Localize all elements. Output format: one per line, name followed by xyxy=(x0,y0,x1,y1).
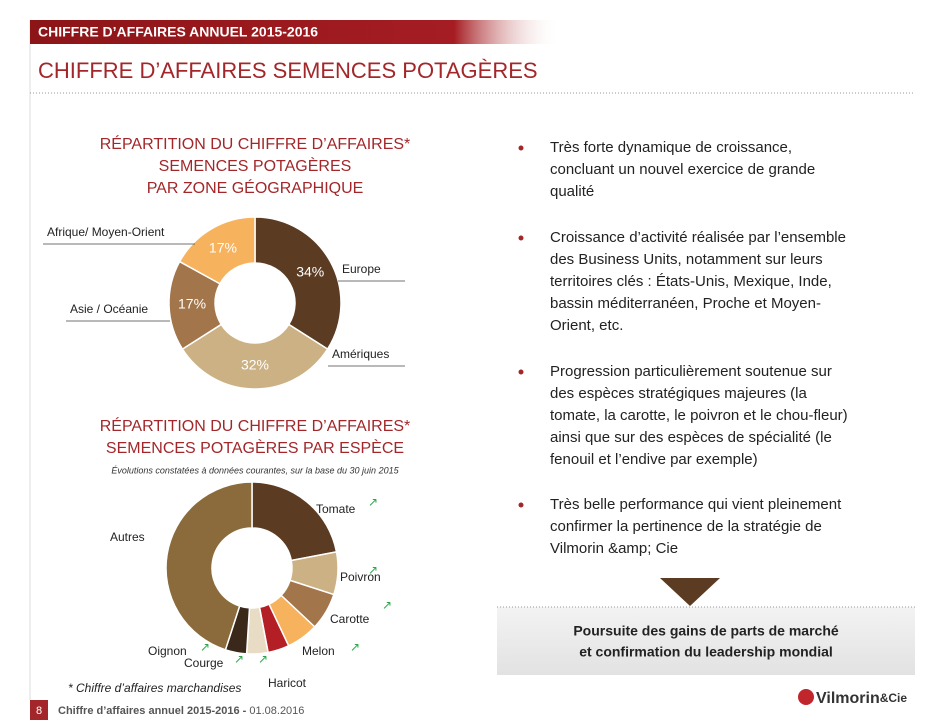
category-label: Amériques xyxy=(332,347,389,361)
bullets: Très forte dynamique de croissance, concl… xyxy=(518,139,848,557)
section-title: CHIFFRE D’AFFAIRES ANNUEL 2015-2016 xyxy=(38,24,318,40)
category-label: Melon xyxy=(302,644,335,658)
bullet-dot xyxy=(518,235,524,241)
donut-segment xyxy=(251,481,338,562)
category-label: Autres xyxy=(110,530,145,544)
chart-title: SEMENCES POTAGÈRES xyxy=(159,156,352,175)
category-label: Carotte xyxy=(330,612,370,626)
bullet-line: concluant un nouvel exercice de grande xyxy=(550,161,815,178)
callout-line: Poursuite des gains de parts de marché xyxy=(573,623,839,639)
value-label: 32% xyxy=(241,357,269,373)
chart-title: RÉPARTITION DU CHIFFRE D’AFFAIRES* xyxy=(100,416,411,435)
donut-segment xyxy=(254,216,342,351)
logo: Vilmorin&Cie xyxy=(816,690,907,707)
bullet-line: des espèces stratégiques majeures (la xyxy=(550,385,807,402)
donut-segment xyxy=(165,481,253,651)
bullet-line: Croissance d’activité réalisée par l’ens… xyxy=(550,229,846,246)
value-label: 17% xyxy=(209,239,237,255)
bullet-line: tomate, la carotte, le poivron et le cho… xyxy=(550,407,848,424)
bullet-line: Vilmorin &amp; Cie xyxy=(550,540,678,557)
chart-title: PAR ZONE GÉOGRAPHIQUE xyxy=(147,178,364,197)
bullet-line: des Business Units, notamment sur leurs xyxy=(550,251,823,268)
trend-arrow: ↗ xyxy=(350,640,360,654)
trend-arrow: ↗ xyxy=(368,495,378,509)
category-label: Oignon xyxy=(148,644,187,658)
value-label: 17% xyxy=(178,296,206,312)
page-title: CHIFFRE D’AFFAIRES SEMENCES POTAGÈRES xyxy=(38,58,538,83)
category-label: Courge xyxy=(184,656,224,670)
logo-name: Vilmorin xyxy=(816,690,880,707)
bullet-line: ainsi que sur des espèces de spécialité … xyxy=(550,429,832,446)
chart-title: SEMENCES POTAGÈRES PAR ESPÈCE xyxy=(106,438,404,457)
bullet-line: fenouil et l’endive par exemple) xyxy=(550,451,758,468)
bullet-line: Très forte dynamique de croissance, xyxy=(550,139,792,156)
trend-arrow: ↗ xyxy=(382,598,392,612)
category-label: Poivron xyxy=(340,570,381,584)
trend-arrow: ↗ xyxy=(200,640,210,654)
footnote: * Chiffre d’affaires marchandises xyxy=(68,681,241,695)
footer-date: 01.08.2016 xyxy=(249,705,304,717)
bullet-dot xyxy=(518,145,524,151)
value-label: 34% xyxy=(296,263,324,279)
bullet-dot xyxy=(518,502,524,508)
category-label: Europe xyxy=(342,262,381,276)
logo-suffix: &Cie xyxy=(880,691,908,705)
footer: Chiffre d’affaires annuel 2015-2016 - 01… xyxy=(58,705,304,717)
footer-label: Chiffre d’affaires annuel 2015-2016 - xyxy=(58,705,247,717)
callout-line: et confirmation du leadership mondial xyxy=(579,644,833,660)
donut-segment xyxy=(181,323,329,390)
chart-subtitle: Évolutions constatées à données courante… xyxy=(111,465,399,475)
category-label: Tomate xyxy=(316,502,356,516)
logo-mark xyxy=(798,689,814,705)
category-label: Asie / Océanie xyxy=(70,302,148,316)
donut-segment xyxy=(178,216,256,285)
trend-arrow: ↗ xyxy=(234,652,244,666)
header-bar xyxy=(30,20,560,44)
category-label: Afrique/ Moyen-Orient xyxy=(47,225,165,239)
page-box xyxy=(30,700,48,720)
page-number: 8 xyxy=(36,705,42,717)
bullet-line: territoires clés : États-Unis, Mexique, … xyxy=(550,273,832,290)
bullet-line: Progression particulièrement soutenue su… xyxy=(550,363,832,380)
category-label: Haricot xyxy=(268,676,307,690)
trend-arrow: ↗ xyxy=(258,652,268,666)
callout-box xyxy=(497,607,915,675)
bullet-line: Très belle performance qui vient pleinem… xyxy=(550,496,842,513)
bullet-line: qualité xyxy=(550,183,594,200)
bullet-dot xyxy=(518,369,524,375)
bullet-line: Orient, etc. xyxy=(550,317,623,334)
trend-arrow: ↗ xyxy=(368,563,378,577)
bullet-line: confirmer la pertinence de la stratégie … xyxy=(550,518,822,535)
arrow xyxy=(660,578,720,606)
chart-title: RÉPARTITION DU CHIFFRE D’AFFAIRES* xyxy=(100,134,411,153)
bullet-line: bassin méditerranéen, Proche et Moyen- xyxy=(550,295,821,312)
